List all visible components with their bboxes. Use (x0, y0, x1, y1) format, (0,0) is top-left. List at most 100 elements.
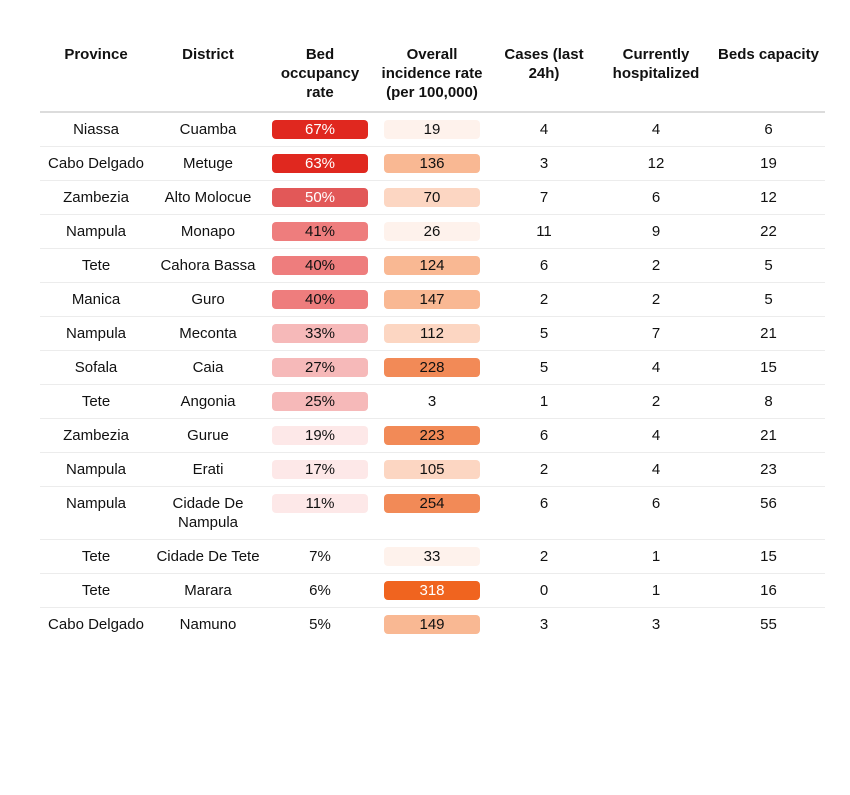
cases-last-24h-cell: 4 (488, 112, 600, 147)
column-header-currently-hospitalized[interactable]: Currently hospitalized (600, 0, 712, 113)
incidence-rate-pill: 33 (384, 547, 480, 566)
cases-last-24h-cell: 6 (488, 418, 600, 453)
cases-last-24h-cell: 3 (539, 616, 549, 633)
bed-occupancy-pill: 7% (272, 547, 368, 566)
bed-occupancy-pill: 5% (272, 615, 368, 634)
beds-capacity-cell: 21 (712, 418, 825, 453)
bed-occupancy-cell: 41% (264, 214, 376, 249)
incidence-rate-cell: 33 (376, 539, 488, 574)
district-cell: Guro (152, 282, 264, 317)
district-cell: Caia (152, 350, 264, 385)
incidence-rate-pill: 318 (384, 581, 480, 600)
bed-occupancy-cell: 40% (264, 248, 376, 283)
province-cell: Sofala (40, 350, 152, 385)
province-cell: Nampula (40, 452, 152, 487)
cases-last-24h-cell: 5 (488, 316, 600, 351)
incidence-rate-pill: 105 (384, 460, 480, 479)
district-cell: Cuamba (152, 112, 264, 147)
column-header-cases-last-24h[interactable]: Cases (last 24h) (488, 0, 600, 113)
beds-capacity-cell: 5 (712, 282, 825, 317)
incidence-rate-pill: 149 (384, 615, 480, 634)
cases-last-24h-cell: 2 (488, 539, 600, 574)
bed-occupancy-pill: 6% (272, 581, 368, 600)
cases-last-24h-cell: 1 (488, 384, 600, 419)
bed-occupancy-cell: 6% (264, 573, 376, 608)
bed-occupancy-pill: 67% (272, 120, 368, 139)
province-cell: Zambezia (40, 180, 152, 215)
incidence-rate-pill: 3 (384, 392, 480, 411)
beds-capacity-cell: 6 (712, 112, 825, 147)
district-cell: Erati (152, 452, 264, 487)
province-cell: Tete (40, 539, 152, 574)
bed-occupancy-cell: 5% (264, 608, 376, 642)
incidence-rate-cell: 254 (376, 486, 488, 540)
province-cell: Zambezia (40, 418, 152, 453)
currently-hospitalized-cell: 6 (600, 180, 712, 215)
incidence-rate-cell: 3 (376, 384, 488, 419)
incidence-rate-cell: 19 (376, 112, 488, 147)
bed-occupancy-cell: 33% (264, 316, 376, 351)
column-header-beds-capacity[interactable]: Beds capacity (712, 0, 825, 113)
table-row: Sofala Caia 27% 228 5 4 15 (40, 350, 825, 385)
cases-last-24h-cell: 7 (488, 180, 600, 215)
bed-occupancy-pill: 11% (272, 494, 368, 513)
incidence-rate-pill: 147 (384, 290, 480, 309)
cases-last-24h-cell: 2 (488, 282, 600, 317)
currently-hospitalized-cell: 4 (600, 112, 712, 147)
incidence-rate-cell: 105 (376, 452, 488, 487)
bed-occupancy-pill: 40% (272, 290, 368, 309)
province-cell: Tete (40, 573, 152, 608)
table-row: Niassa Cuamba 67% 19 4 4 6 (40, 112, 825, 147)
incidence-rate-cell: 149 (376, 608, 488, 642)
beds-capacity-cell: 23 (712, 452, 825, 487)
bed-occupancy-pill: 50% (272, 188, 368, 207)
cases-last-24h-cell: 6 (488, 486, 600, 540)
table-row: Nampula Meconta 33% 112 5 7 21 (40, 316, 825, 351)
column-header-province[interactable]: Province (40, 0, 152, 113)
beds-capacity-cell: 8 (712, 384, 825, 419)
table-row: Tete Marara 6% 318 0 1 16 (40, 573, 825, 608)
bed-occupancy-cell: 17% (264, 452, 376, 487)
beds-capacity-cell: 22 (712, 214, 825, 249)
currently-hospitalized-cell: 4 (600, 452, 712, 487)
currently-hospitalized-cell: 1 (600, 539, 712, 574)
currently-hospitalized-cell: 12 (600, 146, 712, 181)
province-cell: Nampula (40, 214, 152, 249)
incidence-rate-cell: 70 (376, 180, 488, 215)
district-bed-occupancy-table: Province District Bed occupancy rate Ove… (40, 0, 825, 641)
district-cell: Marara (152, 573, 264, 608)
incidence-rate-pill: 228 (384, 358, 480, 377)
cases-last-24h-cell: 0 (488, 573, 600, 608)
currently-hospitalized-cell: 7 (600, 316, 712, 351)
beds-capacity-cell: 16 (712, 573, 825, 608)
bed-occupancy-cell: 27% (264, 350, 376, 385)
beds-capacity-cell: 15 (712, 350, 825, 385)
bed-occupancy-cell: 11% (264, 486, 376, 540)
beds-capacity-cell: 19 (712, 146, 825, 181)
district-cell: Meconta (152, 316, 264, 351)
beds-capacity-cell: 21 (712, 316, 825, 351)
bed-occupancy-pill: 63% (272, 154, 368, 173)
bed-occupancy-cell: 63% (264, 146, 376, 181)
cases-last-24h-cell: 2 (488, 452, 600, 487)
district-cell: Alto Molocue (152, 180, 264, 215)
currently-hospitalized-cell: 2 (600, 248, 712, 283)
incidence-rate-cell: 112 (376, 316, 488, 351)
district-cell: Gurue (152, 418, 264, 453)
bed-occupancy-cell: 40% (264, 282, 376, 317)
column-header-bed-occupancy[interactable]: Bed occupancy rate (264, 0, 376, 113)
table-row: Cabo Delgado Metuge 63% 136 3 12 19 (40, 146, 825, 181)
cases-last-24h-cell: 11 (488, 214, 600, 249)
bed-occupancy-cell: 67% (264, 112, 376, 147)
currently-hospitalized-cell: 4 (600, 418, 712, 453)
currently-hospitalized-cell: 3 (651, 616, 661, 633)
table-row: Cabo Delgado Namuno 5% 149 3 3 55 (40, 608, 825, 642)
currently-hospitalized-cell: 4 (600, 350, 712, 385)
incidence-rate-cell: 228 (376, 350, 488, 385)
incidence-rate-pill: 19 (384, 120, 480, 139)
table-row: Tete Cidade De Tete 7% 33 2 1 15 (40, 539, 825, 574)
bed-occupancy-pill: 33% (272, 324, 368, 343)
currently-hospitalized-cell: 2 (600, 384, 712, 419)
column-header-district[interactable]: District (152, 0, 264, 113)
column-header-incidence-rate[interactable]: Overall incidence rate (per 100,000) (376, 0, 488, 113)
